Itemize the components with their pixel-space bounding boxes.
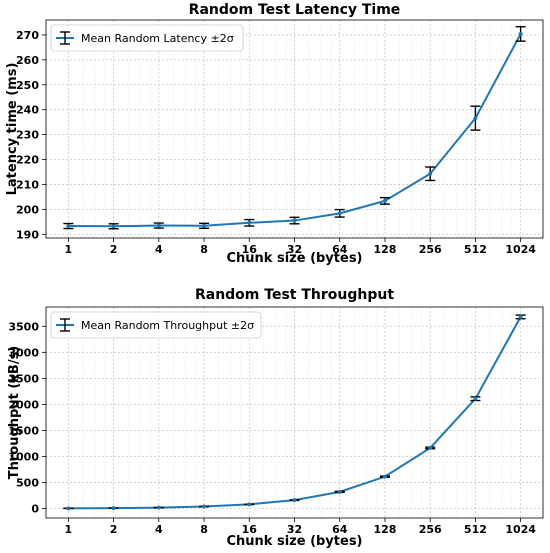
data-point	[111, 506, 116, 511]
latency-chart: 1 2 4 8 16 32 64 128 256 512 1024 190 200 210 220 230 24…	[5, 2, 544, 266]
legend-box	[50, 24, 244, 52]
data-point	[473, 116, 478, 121]
y-axis-label: Throughput (kB/s)	[7, 346, 22, 480]
legend-label: Mean Random Latency ±2σ	[81, 32, 234, 45]
data-point	[382, 474, 387, 479]
throughput-chart: 1 2 4 8 16 32 64 128 256 512 1024 0 500 1000 1500 2000 2…	[7, 287, 544, 549]
legend: Mean Random Throughput ±2σ	[50, 311, 262, 339]
x-tick-label: 16	[242, 523, 258, 536]
x-tick-label: 8	[200, 243, 208, 256]
y-axis-label: Latency time (ms)	[5, 63, 20, 196]
x-tick-label: 512	[464, 243, 487, 256]
x-axis-label: Chunk size (bytes)	[226, 534, 362, 549]
data-point	[473, 396, 478, 401]
y-tick-label: 210	[16, 178, 39, 191]
data-point	[518, 31, 523, 36]
x-tick-label: 4	[155, 523, 163, 536]
data-point	[518, 314, 523, 319]
y-tick-label: 250	[16, 79, 39, 92]
data-point	[292, 498, 297, 503]
data-point	[66, 506, 71, 511]
y-tick-label: 270	[16, 29, 39, 42]
x-tick-label: 256	[419, 243, 442, 256]
legend: Mean Random Latency ±2σ	[50, 24, 244, 52]
x-tick-label: 128	[373, 523, 396, 536]
x-tick-label: 256	[419, 523, 442, 536]
grid	[46, 20, 543, 238]
data-point	[156, 223, 161, 228]
chart-title: Random Test Throughput	[195, 287, 394, 303]
data-point	[428, 171, 433, 176]
y-tick-label: 2500	[8, 372, 39, 385]
x-tick-label: 32	[287, 523, 302, 536]
y-tick-label: 1000	[8, 451, 39, 464]
data-point	[292, 218, 297, 223]
y-tick-label: 0	[31, 503, 39, 516]
data-point	[111, 224, 116, 229]
y-tick-label: 220	[16, 154, 39, 167]
x-tick-label: 64	[332, 243, 348, 256]
y-tick-label: 500	[16, 477, 39, 490]
y-tick-label: 230	[16, 129, 39, 142]
data-point	[247, 502, 252, 507]
y-tick-label: 240	[16, 104, 39, 117]
x-tick-label: 128	[373, 243, 396, 256]
grid	[46, 307, 543, 518]
data-point	[66, 224, 71, 229]
data-point	[337, 489, 342, 494]
data-point	[382, 198, 387, 203]
legend-box	[50, 311, 262, 339]
y-tick-label: 190	[16, 228, 39, 241]
x-tick-label: 2	[110, 523, 118, 536]
data-point	[202, 504, 207, 509]
y-tick-label: 3500	[8, 320, 39, 333]
x-tick-label: 16	[242, 243, 258, 256]
data-point	[247, 220, 252, 225]
x-tick-label: 8	[200, 523, 208, 536]
data-point	[156, 505, 161, 510]
y-tick-label: 3000	[8, 346, 39, 359]
x-tick-label: 512	[464, 523, 487, 536]
x-tick-label: 1	[65, 243, 73, 256]
y-tick-label: 2000	[8, 398, 39, 411]
y-tick-label: 1500	[8, 424, 39, 437]
x-tick-label: 1024	[505, 243, 536, 256]
y-tick-label: 200	[16, 203, 39, 216]
x-tick-label: 32	[287, 243, 302, 256]
data-point	[337, 211, 342, 216]
x-tick-label: 2	[110, 243, 118, 256]
data-point	[202, 223, 207, 228]
legend-label: Mean Random Throughput ±2σ	[81, 319, 254, 332]
x-tick-label: 1	[65, 523, 73, 536]
x-tick-label: 4	[155, 243, 163, 256]
x-axis-label: Chunk size (bytes)	[226, 251, 362, 266]
data-point	[428, 445, 433, 450]
y-tick-label: 260	[16, 54, 39, 67]
x-tick-label: 1024	[505, 523, 536, 536]
x-tick-label: 64	[332, 523, 348, 536]
chart-title: Random Test Latency Time	[189, 2, 401, 18]
